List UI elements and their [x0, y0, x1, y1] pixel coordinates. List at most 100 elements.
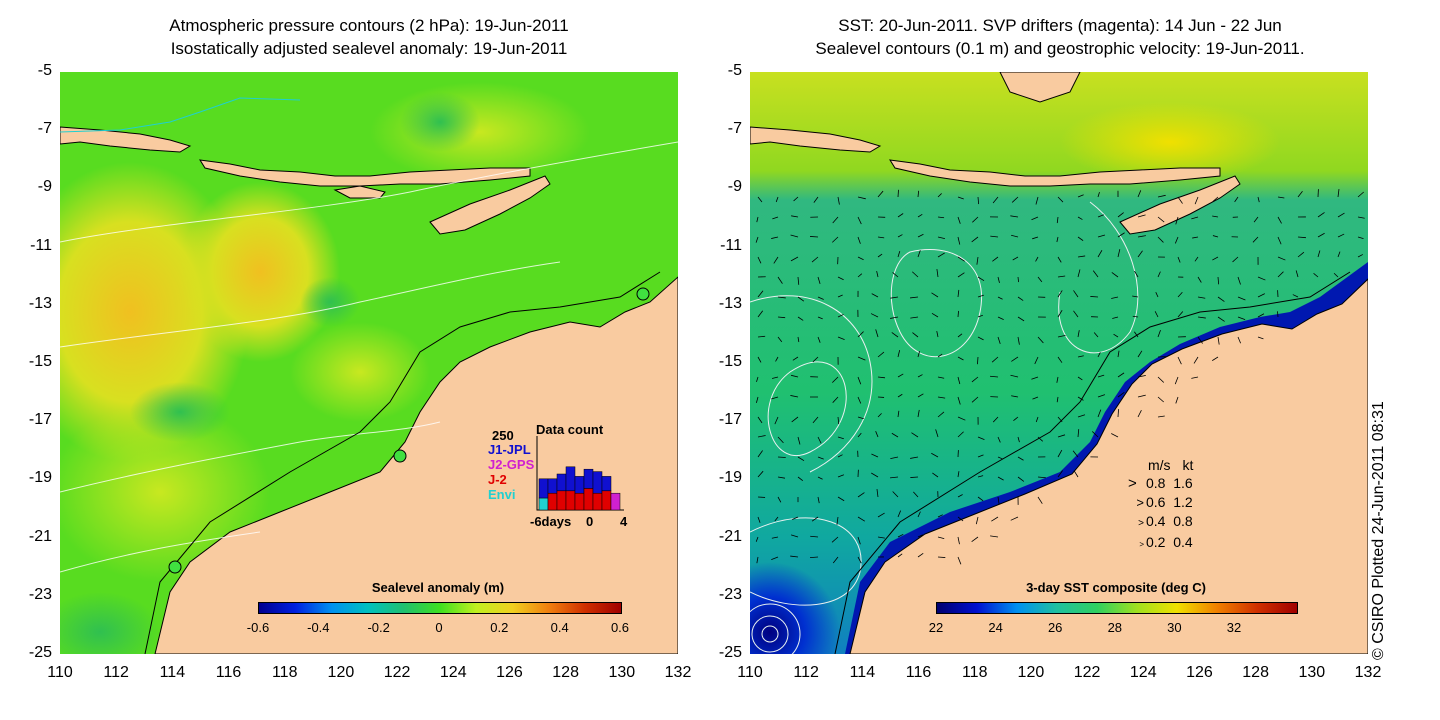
velocity-vector [1217, 316, 1225, 322]
lat-tick-label: -5 [37, 62, 52, 79]
velocity-vector [937, 396, 946, 399]
velocity-vector [977, 314, 983, 318]
velocity-vector [812, 416, 819, 424]
velocity-vector [897, 393, 903, 398]
lon-tick-label: 132 [1354, 664, 1382, 681]
velocity-vector [1333, 272, 1339, 278]
colorbar-tick-label: 30 [1167, 620, 1182, 635]
velocity-vector [957, 494, 963, 498]
velocity-vector [1137, 214, 1146, 218]
velocity-vector [957, 416, 966, 421]
arrow-icon: > [1139, 540, 1144, 549]
velocity-vector [771, 556, 779, 561]
left-title-line1: Atmospheric pressure contours (2 hPa): 1… [169, 16, 569, 35]
velocity-vector [957, 396, 961, 405]
lon-tick-label: 122 [383, 664, 411, 681]
velocity-vector [977, 276, 985, 282]
sla-high-anomaly-central [180, 182, 340, 362]
velocity-vector [1077, 376, 1083, 381]
velocity-legend-row: >0.2 0.4 [1128, 533, 1228, 554]
velocity-vector [1237, 316, 1246, 321]
velocity-vector [1337, 212, 1345, 218]
velocity-vector [1174, 236, 1179, 244]
velocity-vector [837, 474, 845, 478]
inset-legend-j2: J-2 [488, 472, 507, 487]
velocity-vector [777, 476, 786, 479]
velocity-vector [1197, 336, 1203, 344]
velocity-vector [1037, 496, 1043, 504]
velocity-vector [917, 552, 924, 558]
velocity-vector [797, 336, 800, 343]
velocity-vector [990, 535, 999, 538]
sealevel-anomaly-map-svg [60, 72, 678, 654]
inset-bar-j1 [538, 478, 549, 499]
sst-cold-eddy [750, 562, 840, 654]
velocity-vector [837, 276, 844, 281]
velocity-vector [837, 196, 840, 205]
velocity-vector [857, 516, 866, 522]
lon-tick-label: 120 [327, 664, 355, 681]
velocity-vector [1313, 273, 1319, 278]
coastline-tide-contour [60, 97, 301, 133]
lon-tick-label: 120 [1017, 664, 1045, 681]
velocity-vector [1317, 250, 1321, 258]
velocity-vector [1056, 376, 1059, 383]
velocity-vector [797, 316, 804, 321]
velocity-vector [1017, 436, 1020, 443]
velocity-vector [1257, 276, 1266, 281]
velocity-vector [1157, 415, 1165, 418]
velocity-vector [1034, 356, 1039, 365]
inset-bar-j2 [601, 490, 612, 511]
velocity-vector [1057, 449, 1063, 458]
velocity-vector [971, 236, 979, 243]
velocity-vector [992, 196, 999, 204]
velocity-vector [757, 416, 763, 424]
velocity-vector [1032, 396, 1039, 400]
inset-legend: J1-JPL J2-GPS J-2 Envi [488, 442, 534, 502]
velocity-vector [1056, 396, 1059, 403]
inset-bar-j1 [574, 476, 585, 494]
velocity-vector [1212, 215, 1219, 218]
velocity-vector [1191, 376, 1199, 379]
velocity-vector [890, 476, 899, 479]
sla-low-anomaly-1 [130, 382, 230, 442]
lat-tick-label: -19 [718, 469, 742, 487]
velocity-vector [1253, 216, 1259, 223]
velocity-vector [809, 556, 819, 559]
velocity-vector [812, 356, 819, 363]
velocity-vector [1010, 374, 1019, 378]
arrow-icon: > [1136, 495, 1144, 510]
velocity-vector [992, 256, 999, 262]
inset-bar-j2 [565, 490, 576, 511]
sla-low-anomaly-2 [300, 277, 360, 327]
velocity-vector [857, 536, 861, 545]
velocity-vector [832, 376, 839, 383]
velocity-vector [1111, 433, 1119, 438]
velocity-vector [1113, 333, 1119, 338]
shelf-bathymetry-contour [144, 271, 661, 654]
velocity-vector [977, 356, 979, 365]
lon-tick-label: 116 [215, 664, 242, 681]
velocity-vector [1097, 214, 1104, 218]
velocity-vector [897, 251, 901, 258]
velocity-vector [771, 376, 779, 379]
velocity-vector [1035, 196, 1039, 205]
velocity-legend-kt: 0.8 [1173, 513, 1193, 529]
velocity-vector [931, 312, 939, 318]
velocity-vector [890, 456, 899, 460]
velocity-vector [1177, 356, 1182, 365]
velocity-vector [832, 216, 839, 224]
velocity-vector [1017, 296, 1024, 301]
velocity-vector [1077, 236, 1084, 241]
velocity-vector [1337, 251, 1341, 258]
sst-colorbar-ticks: 22 24 26 28 30 32 [929, 620, 1296, 640]
velocity-vector [910, 296, 919, 299]
inset-bar-j1 [547, 478, 558, 494]
velocity-vector [891, 332, 899, 338]
velocity-vector [877, 536, 885, 539]
velocity-vector [1077, 429, 1080, 438]
colorbar-tick-label: 0.4 [550, 620, 569, 635]
velocity-vector [977, 496, 984, 502]
tide-gauge-marker-1 [636, 287, 650, 301]
sla-colorbar [258, 602, 622, 614]
